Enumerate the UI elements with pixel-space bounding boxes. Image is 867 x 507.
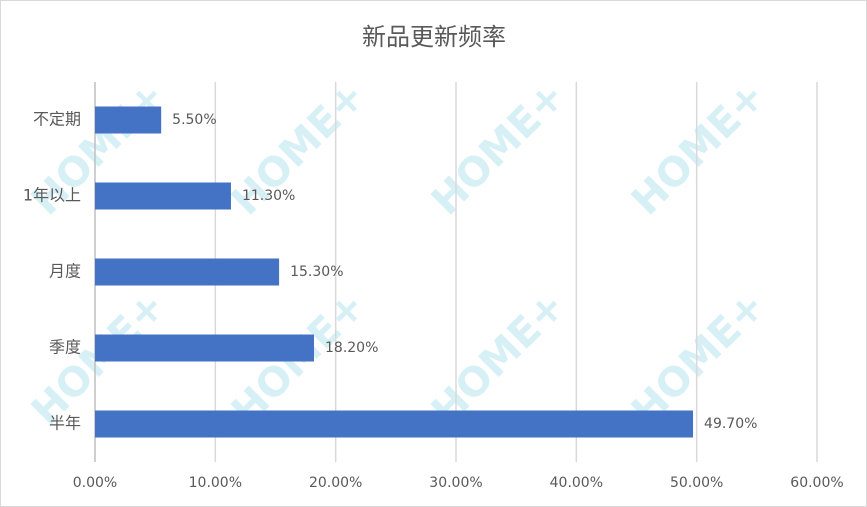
- value-label: 49.70%: [704, 416, 757, 432]
- y-tick-label: 季度: [49, 338, 81, 357]
- y-tick-label: 不定期: [33, 110, 81, 129]
- value-label: 11.30%: [242, 188, 295, 204]
- x-tick-label: 60.00%: [790, 475, 843, 491]
- x-tick-label: 30.00%: [429, 475, 482, 491]
- x-tick-label: 0.00%: [73, 475, 117, 491]
- x-tick-label: 50.00%: [670, 475, 723, 491]
- bar: [95, 106, 162, 134]
- x-tick-label: 20.00%: [309, 475, 362, 491]
- x-tick-label: 10.00%: [189, 475, 242, 491]
- value-label: 5.50%: [172, 112, 216, 128]
- bar: [95, 334, 315, 362]
- bar: [95, 182, 231, 210]
- value-label: 15.30%: [290, 264, 343, 280]
- bar: [95, 410, 694, 438]
- bar: [95, 258, 280, 286]
- x-tick-label: 40.00%: [550, 475, 603, 491]
- y-tick-label: 1年以上: [23, 186, 81, 205]
- y-tick-label: 半年: [49, 414, 81, 433]
- chart-title: 新品更新频率: [362, 23, 506, 51]
- y-tick-label: 月度: [49, 262, 81, 281]
- value-label: 18.20%: [325, 340, 378, 356]
